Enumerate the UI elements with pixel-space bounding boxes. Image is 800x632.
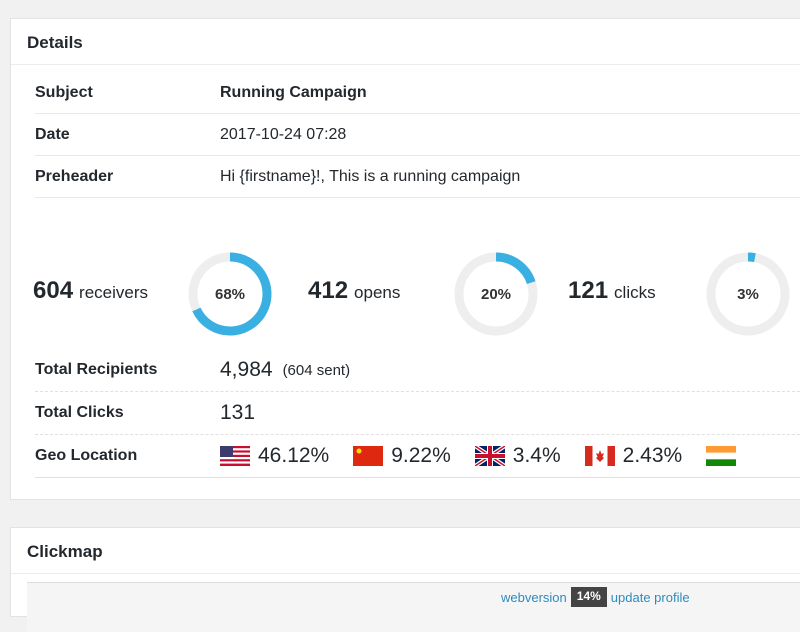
geo-item-cn: 9.22% (353, 444, 451, 468)
update-profile-link[interactable]: update profile (610, 590, 690, 605)
opens-donut: 68% (186, 250, 274, 338)
opens-donut-svg (188, 252, 272, 336)
clicks-donut-arc (454, 252, 538, 336)
ca-flag-icon (584, 446, 615, 466)
clicks-donut: 20% (452, 250, 540, 338)
gb-flag-icon (474, 446, 505, 466)
clickmap-links: webversion 14% update profile (501, 587, 690, 610)
clickmap-title: Clickmap (11, 528, 800, 574)
total-clicks-value: 131 (220, 401, 256, 424)
subject-label: Subject (35, 83, 93, 101)
geo-us-pct: 46.12% (258, 444, 330, 467)
date-row: Date 2017-10-24 07:28 (35, 114, 800, 156)
total-recipients-value: 4,984 (220, 358, 273, 381)
preheader-row: Preheader Hi {firstname}!, This is a run… (35, 156, 800, 198)
stats-row: 604 receivers 68% 412 opens 20% 121 clicks (33, 232, 800, 352)
clicks-donut-label: 20% (480, 285, 512, 303)
opens-number: 412 (308, 277, 349, 304)
geo-item-ca: 2.43% (584, 444, 683, 468)
opens-stat: 412 opens (308, 277, 400, 305)
total-clicks-row: Total Clicks 131 (35, 392, 800, 435)
cn-flag-icon (353, 446, 384, 466)
total-recipients-row: Total Recipients 4,984 (604 sent) (35, 349, 800, 392)
third-donut-svg (706, 252, 790, 336)
geo-item-gb: 3.4% (474, 444, 561, 468)
total-clicks-label: Total Clicks (35, 404, 124, 421)
geo-item-in (706, 446, 744, 466)
subject-row: Subject Running Campaign (35, 72, 800, 114)
opens-donut-label: 68% (214, 285, 246, 303)
click-percentage-badge: 14% (570, 587, 607, 607)
clicks-stat: 121 clicks (568, 277, 656, 305)
geo-location-label: Geo Location (35, 447, 138, 464)
clickmap-panel: Clickmap webversion 14% update profile (10, 527, 800, 632)
info-table: Subject Running Campaign Date 2017-10-24… (35, 72, 800, 198)
details-panel: Details Subject Running Campaign Date 20… (10, 18, 800, 500)
geo-ca-pct: 2.43% (622, 444, 683, 467)
total-recipients-sent: (604 sent) (282, 361, 351, 379)
geo-item-us: 46.12% (220, 444, 329, 468)
third-donut-arc (706, 252, 790, 336)
geo-gb-pct: 3.4% (512, 444, 561, 467)
opens-unit: opens (354, 283, 401, 302)
metric-table: Total Recipients 4,984 (604 sent) Total … (35, 349, 800, 478)
receivers-stat: 604 receivers (33, 277, 148, 305)
preheader-label: Preheader (35, 167, 114, 185)
third-donut: 3% (704, 250, 792, 338)
geo-location-row: Geo Location 46.12% 9.22% (35, 435, 800, 478)
webversion-link[interactable]: webversion (501, 590, 567, 605)
date-value: 2017-10-24 07:28 (220, 125, 347, 143)
clicks-unit: clicks (614, 283, 656, 302)
date-label: Date (35, 125, 70, 143)
subject-value: Running Campaign (220, 83, 367, 101)
us-flag-icon (220, 446, 250, 466)
opens-donut-arc (188, 252, 272, 336)
receivers-unit: receivers (79, 283, 149, 302)
in-flag-icon (706, 446, 737, 466)
details-title: Details (11, 19, 800, 65)
clicks-number: 121 (568, 277, 609, 304)
third-donut-label: 3% (737, 285, 759, 303)
clicks-donut-svg (454, 252, 538, 336)
preheader-value: Hi {firstname}!, This is a running campa… (220, 167, 521, 185)
geo-cn-pct: 9.22% (391, 444, 451, 467)
clickmap-preview: webversion 14% update profile (27, 582, 800, 632)
receivers-number: 604 (33, 277, 74, 304)
total-recipients-label: Total Recipients (35, 361, 158, 378)
